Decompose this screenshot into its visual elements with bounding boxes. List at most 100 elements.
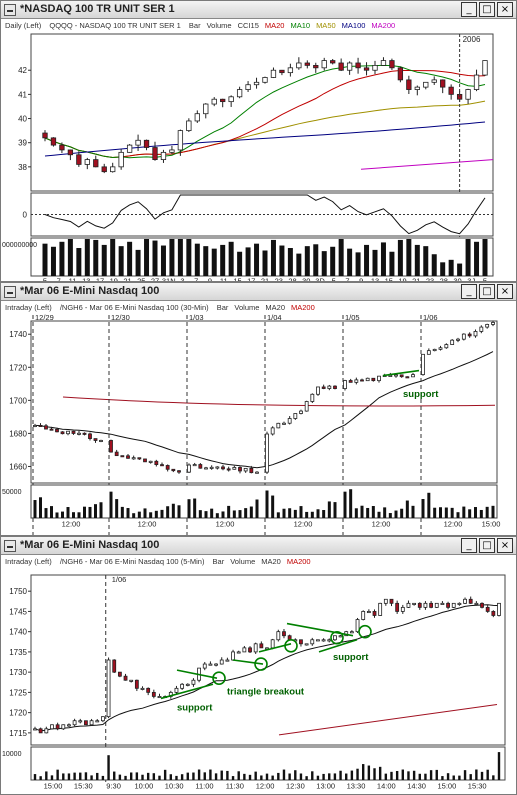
up-candle xyxy=(377,375,381,382)
volume-bar xyxy=(118,774,122,780)
volume-bar xyxy=(166,506,170,518)
close-button[interactable]: × xyxy=(497,2,513,17)
volume-bar xyxy=(485,506,489,518)
up-candle xyxy=(174,687,179,693)
volume-bar xyxy=(187,499,191,518)
volume-bar xyxy=(433,507,437,518)
y-tick-label: 1700 xyxy=(9,396,27,405)
daily-chart-titlebar[interactable]: *NASDAQ 100 TR UNIT SER 1 _ □ × xyxy=(1,1,516,19)
down-candle xyxy=(282,631,286,637)
y-tick-label: 42 xyxy=(18,66,27,75)
legend-item: MA10 xyxy=(290,21,311,30)
volume-bar xyxy=(110,239,116,276)
down-candle xyxy=(485,606,490,612)
minimize-button[interactable]: _ xyxy=(461,2,477,17)
volume-bar xyxy=(152,773,156,780)
up-candle xyxy=(361,611,366,620)
legend-item: Bar xyxy=(216,303,229,312)
close-button[interactable]: × xyxy=(497,538,513,553)
volume-bar xyxy=(214,773,218,780)
down-candle xyxy=(93,159,99,168)
thirty-min-chart-titlebar[interactable]: *Mar 06 E-Mini Nasdaq 100 _ □ × xyxy=(1,283,516,301)
period-label: Daily xyxy=(5,21,22,30)
up-candle xyxy=(185,683,190,686)
down-candle xyxy=(114,451,119,457)
x-tick-label: 11:00 xyxy=(195,782,213,791)
cci-line xyxy=(44,194,486,235)
up-candle xyxy=(243,467,248,472)
up-candle xyxy=(202,663,207,669)
up-candle xyxy=(253,643,258,653)
down-candle xyxy=(76,154,82,165)
minimize-button[interactable]: _ xyxy=(461,538,477,553)
volume-bar xyxy=(204,511,208,518)
x-tick-label: 17 xyxy=(96,277,104,281)
up-candle xyxy=(236,89,243,98)
volume-bar xyxy=(304,246,310,276)
x-tick-label: 11 xyxy=(220,277,228,281)
up-candle xyxy=(61,724,66,730)
volume-bar xyxy=(120,506,124,518)
legend-item: Volume xyxy=(230,557,256,566)
close-button[interactable]: × xyxy=(497,284,513,299)
up-candle xyxy=(338,635,343,638)
five-min-chart-titlebar[interactable]: *Mar 06 E-Mini Nasdaq 100 _ □ × xyxy=(1,537,516,555)
down-candle xyxy=(406,79,412,90)
maximize-button[interactable]: □ xyxy=(479,538,495,553)
volume-bar xyxy=(347,248,353,276)
volume-bar xyxy=(328,773,331,780)
up-candle xyxy=(497,602,501,616)
up-candle xyxy=(400,606,405,612)
up-candle xyxy=(129,679,134,682)
date-label: 1/05 xyxy=(345,313,360,322)
down-candle xyxy=(198,464,203,469)
down-candle xyxy=(313,65,319,69)
volume-bar xyxy=(248,774,252,780)
down-candle xyxy=(226,468,231,471)
up-candle xyxy=(270,639,275,649)
window-menu-icon[interactable] xyxy=(4,286,16,298)
down-candle xyxy=(67,149,74,156)
support-trendline xyxy=(318,638,358,653)
volume-bar xyxy=(163,769,167,780)
volume-bar xyxy=(474,507,477,518)
volume-bar xyxy=(237,771,240,780)
volume-bar xyxy=(406,239,412,276)
down-candle xyxy=(82,432,87,435)
up-candle xyxy=(434,602,439,608)
down-candle xyxy=(55,724,60,730)
maximize-button[interactable]: □ xyxy=(479,2,495,17)
volume-bar xyxy=(400,508,404,518)
maximize-button[interactable]: □ xyxy=(479,284,495,299)
volume-bar xyxy=(412,770,416,780)
volume-bar xyxy=(66,507,70,518)
x-tick-label: 12:30 xyxy=(286,782,305,791)
volume-bar xyxy=(127,241,133,276)
up-candle xyxy=(310,639,315,645)
x-tick-label: 17 xyxy=(247,277,255,281)
window-menu-icon[interactable] xyxy=(4,540,16,552)
up-candle xyxy=(465,89,471,100)
five-min-price-chart: 1715 1720 1725 1730 1735 1740 1745 1750 1/06 supp… xyxy=(2,574,506,791)
up-candle xyxy=(388,374,393,377)
volume-bar xyxy=(209,769,212,780)
volume-bar xyxy=(220,244,226,276)
up-candle xyxy=(406,602,411,608)
up-candle xyxy=(296,62,302,69)
volume-bar xyxy=(143,508,147,518)
thirty-min-price-chart: 1660 1680 1700 1720 1740 12/29 12/30 1/03 1/04 1/… xyxy=(2,313,500,535)
down-candle xyxy=(143,139,150,148)
x-tick-label: 13:30 xyxy=(347,782,366,791)
window-menu-icon[interactable] xyxy=(4,4,16,16)
down-candle xyxy=(405,376,410,379)
volume-bar xyxy=(227,505,231,518)
down-candle xyxy=(440,79,446,88)
up-candle xyxy=(287,418,292,424)
ma10-line xyxy=(44,64,486,159)
volume-bar xyxy=(482,239,488,276)
up-candle xyxy=(299,410,303,414)
volume-bar xyxy=(271,495,275,518)
volume-bar xyxy=(333,502,337,518)
symbol-label: /NGH6 - Mar 06 E-Mini Nasdaq 100 (5-Min) xyxy=(59,557,205,566)
minimize-button[interactable]: _ xyxy=(461,284,477,299)
